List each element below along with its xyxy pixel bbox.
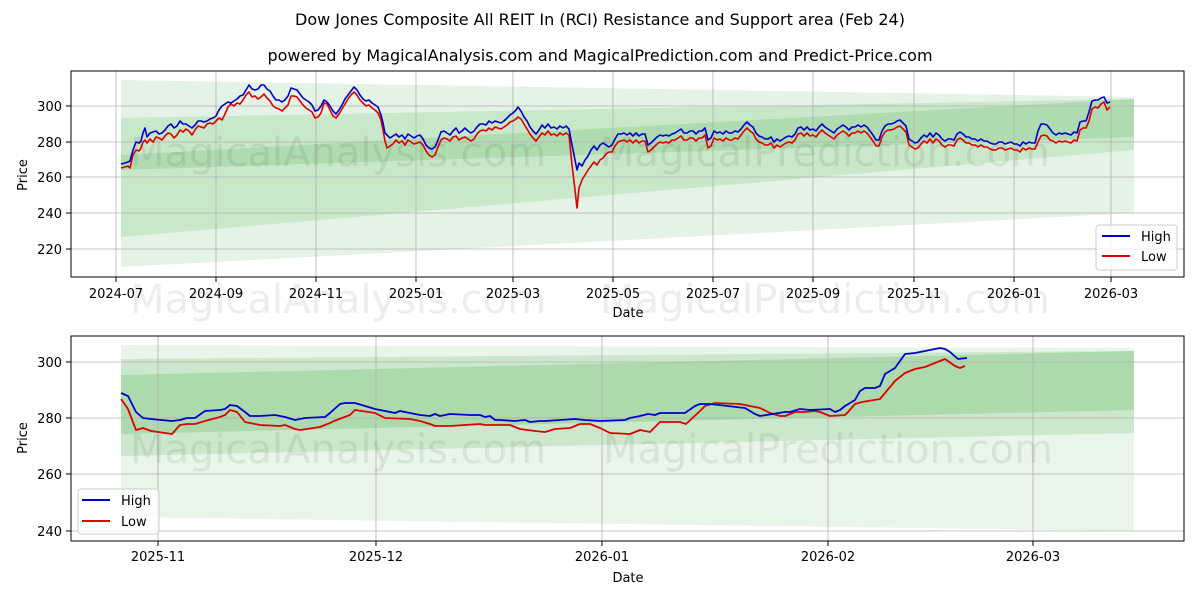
bottom-low-line (120, 358, 966, 435)
top-xtick: 2026-03 (1084, 287, 1138, 302)
bottom-legend-low: Low (121, 515, 147, 530)
watermark-mid-analysis: MagicalAnalysis.com (130, 277, 546, 323)
bottom-plot-frame (70, 335, 1185, 542)
top-plot-frame (70, 70, 1185, 278)
top-xtick: 2025-05 (586, 287, 640, 302)
watermark-bottom-prediction: MagicalPrediction.com (603, 427, 1053, 473)
top-xtick: 2024-07 (89, 287, 143, 302)
bottom-x-ticks: 2025-11 2025-12 2026-01 2026-02 2026-03 (131, 541, 1060, 565)
top-xtick: 2025-01 (389, 287, 443, 302)
bottom-ytick-240: 240 (37, 525, 62, 540)
top-legend-high: High (1141, 230, 1171, 245)
bottom-xtick: 2025-11 (131, 550, 185, 565)
bottom-ytick-280: 280 (37, 412, 62, 427)
top-y-axis-label: Price (16, 159, 31, 191)
bottom-band-outer (121, 345, 1134, 531)
top-ytick-260: 260 (37, 171, 62, 186)
bottom-ytick-300: 300 (37, 356, 62, 371)
watermark-magicalprediction: MagicalPrediction.com (600, 130, 1050, 176)
bottom-legend: High Low (77, 488, 160, 535)
top-xtick: 2024-09 (189, 287, 243, 302)
watermark-bottom-analysis: MagicalAnalysis.com (130, 427, 546, 473)
top-ytick-280: 280 (37, 136, 62, 151)
bottom-y-ticks: 300 280 260 240 (37, 356, 71, 540)
top-legend: High Low (1095, 224, 1178, 271)
bottom-high-line (120, 347, 968, 423)
bottom-xtick: 2026-01 (575, 550, 629, 565)
bottom-xtick: 2026-03 (1006, 550, 1060, 565)
bottom-grid (71, 336, 1184, 541)
top-low-line (120, 91, 1111, 209)
top-xtick: 2026-01 (987, 287, 1041, 302)
top-x-ticks: 2024-07 2024-09 2024-11 2025-01 2025-03 … (89, 277, 1138, 302)
chart-title: Dow Jones Composite All REIT In (RCI) Re… (295, 10, 905, 29)
watermark-magicalanalysis: MagicalAnalysis.com (130, 130, 546, 176)
bottom-ytick-260: 260 (37, 468, 62, 483)
chart-subtitle: powered by MagicalAnalysis.com and Magic… (267, 46, 933, 65)
top-band-outer (121, 80, 1134, 267)
top-x-axis-label: Date (612, 306, 643, 321)
top-xtick: 2025-07 (686, 287, 740, 302)
top-xtick: 2025-11 (887, 287, 941, 302)
bottom-bands (121, 345, 1134, 531)
bottom-xtick: 2025-12 (349, 550, 403, 565)
top-xtick: 2025-09 (786, 287, 840, 302)
top-y-ticks: 300 280 260 240 220 (37, 100, 71, 258)
bottom-legend-high: High (121, 494, 151, 509)
bottom-band-middle (121, 351, 1134, 456)
top-ytick-220: 220 (37, 243, 62, 258)
top-chart: MagicalAnalysis.com MagicalPrediction.co… (16, 70, 1185, 321)
bottom-y-axis-label: Price (16, 422, 31, 454)
top-ytick-240: 240 (37, 207, 62, 222)
watermark-mid-prediction: MagicalPrediction.com (600, 277, 1050, 323)
top-ytick-300: 300 (37, 100, 62, 115)
top-legend-low: Low (1141, 250, 1167, 265)
top-xtick: 2025-03 (486, 287, 540, 302)
bottom-xtick: 2026-02 (801, 550, 855, 565)
top-xtick: 2024-11 (289, 287, 343, 302)
bottom-chart: MagicalAnalysis.com MagicalPrediction.co… (16, 335, 1185, 586)
bottom-x-axis-label: Date (612, 571, 643, 586)
top-high-line (120, 84, 1111, 171)
